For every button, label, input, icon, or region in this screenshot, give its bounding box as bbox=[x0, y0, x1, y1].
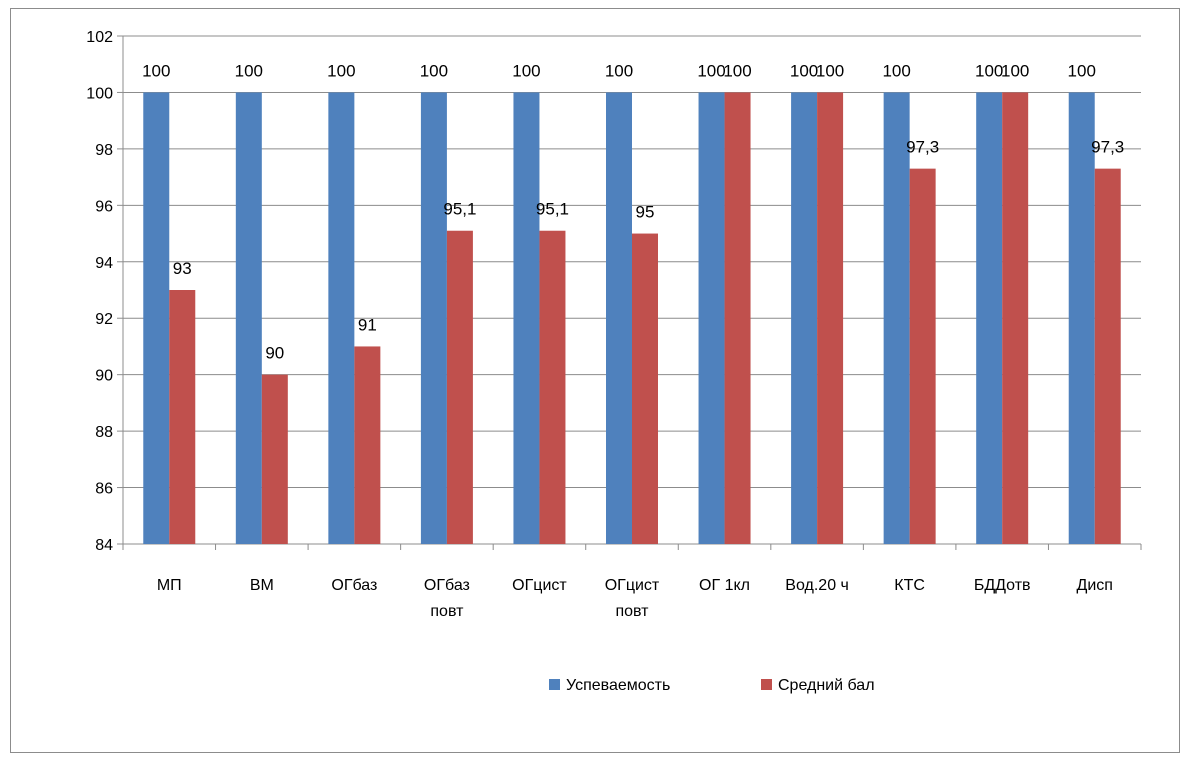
bar-uspevaemost bbox=[791, 92, 818, 544]
y-tick-label: 86 bbox=[95, 481, 113, 498]
bar-sredniy-bal bbox=[446, 230, 473, 544]
bar-uspevaemost bbox=[328, 92, 355, 544]
data-label: 100 bbox=[420, 61, 448, 80]
data-label: 100 bbox=[975, 61, 1003, 80]
bar-uspevaemost bbox=[513, 92, 540, 544]
x-category-label: ОГбаз bbox=[424, 577, 470, 594]
x-category-label: ОГ 1кл bbox=[699, 577, 750, 594]
bar-uspevaemost bbox=[420, 92, 447, 544]
bar-sredniy-bal bbox=[909, 168, 936, 544]
data-label: 91 bbox=[358, 315, 377, 334]
legend-label: Средний бал bbox=[778, 677, 875, 694]
x-category-label: КТС bbox=[894, 577, 925, 594]
x-category-label: повт bbox=[615, 603, 649, 620]
y-tick-label: 96 bbox=[95, 198, 113, 215]
bar-sredniy-bal bbox=[1094, 168, 1121, 544]
x-category-label: ВМ bbox=[250, 577, 274, 594]
x-category-label: повт bbox=[430, 603, 464, 620]
bar-uspevaemost bbox=[606, 92, 632, 544]
data-label: 97,3 bbox=[1091, 138, 1124, 157]
data-label: 100 bbox=[1068, 61, 1096, 80]
bar-sredniy-bal bbox=[1002, 92, 1029, 544]
y-tick-label: 90 bbox=[95, 368, 113, 385]
data-label: 90 bbox=[265, 344, 284, 363]
data-label: 100 bbox=[723, 61, 751, 80]
x-category-label: Вод.20 ч bbox=[785, 577, 849, 594]
y-tick-label: 88 bbox=[95, 424, 113, 441]
bar-uspevaemost bbox=[883, 92, 910, 544]
bar-sredniy-bal bbox=[724, 92, 751, 544]
data-label: 100 bbox=[697, 61, 725, 80]
legend-swatch bbox=[761, 679, 772, 690]
x-category-label: БДДотв bbox=[974, 577, 1031, 594]
bar-uspevaemost bbox=[1068, 92, 1095, 544]
legend-label: Успеваемость bbox=[566, 677, 670, 694]
x-category-label: ОГцист bbox=[605, 577, 660, 594]
data-label: 100 bbox=[235, 61, 263, 80]
x-category-label: Дисп bbox=[1077, 577, 1113, 594]
bar-sredniy-bal bbox=[817, 92, 844, 544]
data-label: 97,3 bbox=[906, 138, 939, 157]
data-label: 100 bbox=[816, 61, 844, 80]
y-tick-label: 94 bbox=[95, 255, 113, 272]
y-tick-label: 100 bbox=[86, 85, 113, 102]
bar-uspevaemost bbox=[976, 92, 1003, 544]
data-label: 95 bbox=[636, 203, 655, 222]
data-label: 100 bbox=[790, 61, 818, 80]
legend-swatch bbox=[549, 679, 560, 690]
bar-sredniy-bal bbox=[169, 290, 196, 544]
bar-uspevaemost bbox=[143, 92, 170, 544]
bar-uspevaemost bbox=[698, 92, 725, 544]
data-label: 95,1 bbox=[536, 200, 569, 219]
data-label: 95,1 bbox=[443, 200, 476, 219]
y-tick-label: 102 bbox=[86, 29, 113, 46]
bar-sredniy-bal bbox=[261, 374, 288, 544]
data-label: 100 bbox=[882, 61, 910, 80]
data-label: 100 bbox=[512, 61, 540, 80]
y-tick-label: 98 bbox=[95, 142, 113, 159]
y-tick-label: 92 bbox=[95, 311, 113, 328]
data-label: 100 bbox=[1001, 61, 1029, 80]
y-tick-label: 84 bbox=[95, 537, 113, 554]
data-label: 93 bbox=[173, 259, 192, 278]
x-category-label: ОГбаз bbox=[331, 577, 377, 594]
bar-sredniy-bal bbox=[632, 233, 658, 545]
bar-uspevaemost bbox=[235, 92, 262, 544]
data-label: 100 bbox=[327, 61, 355, 80]
data-label: 100 bbox=[605, 61, 633, 80]
bar-sredniy-bal bbox=[539, 230, 566, 544]
x-category-label: ОГцист bbox=[512, 577, 567, 594]
bar-sredniy-bal bbox=[354, 346, 381, 544]
x-category-label: МП bbox=[157, 577, 182, 594]
data-label: 100 bbox=[142, 61, 170, 80]
